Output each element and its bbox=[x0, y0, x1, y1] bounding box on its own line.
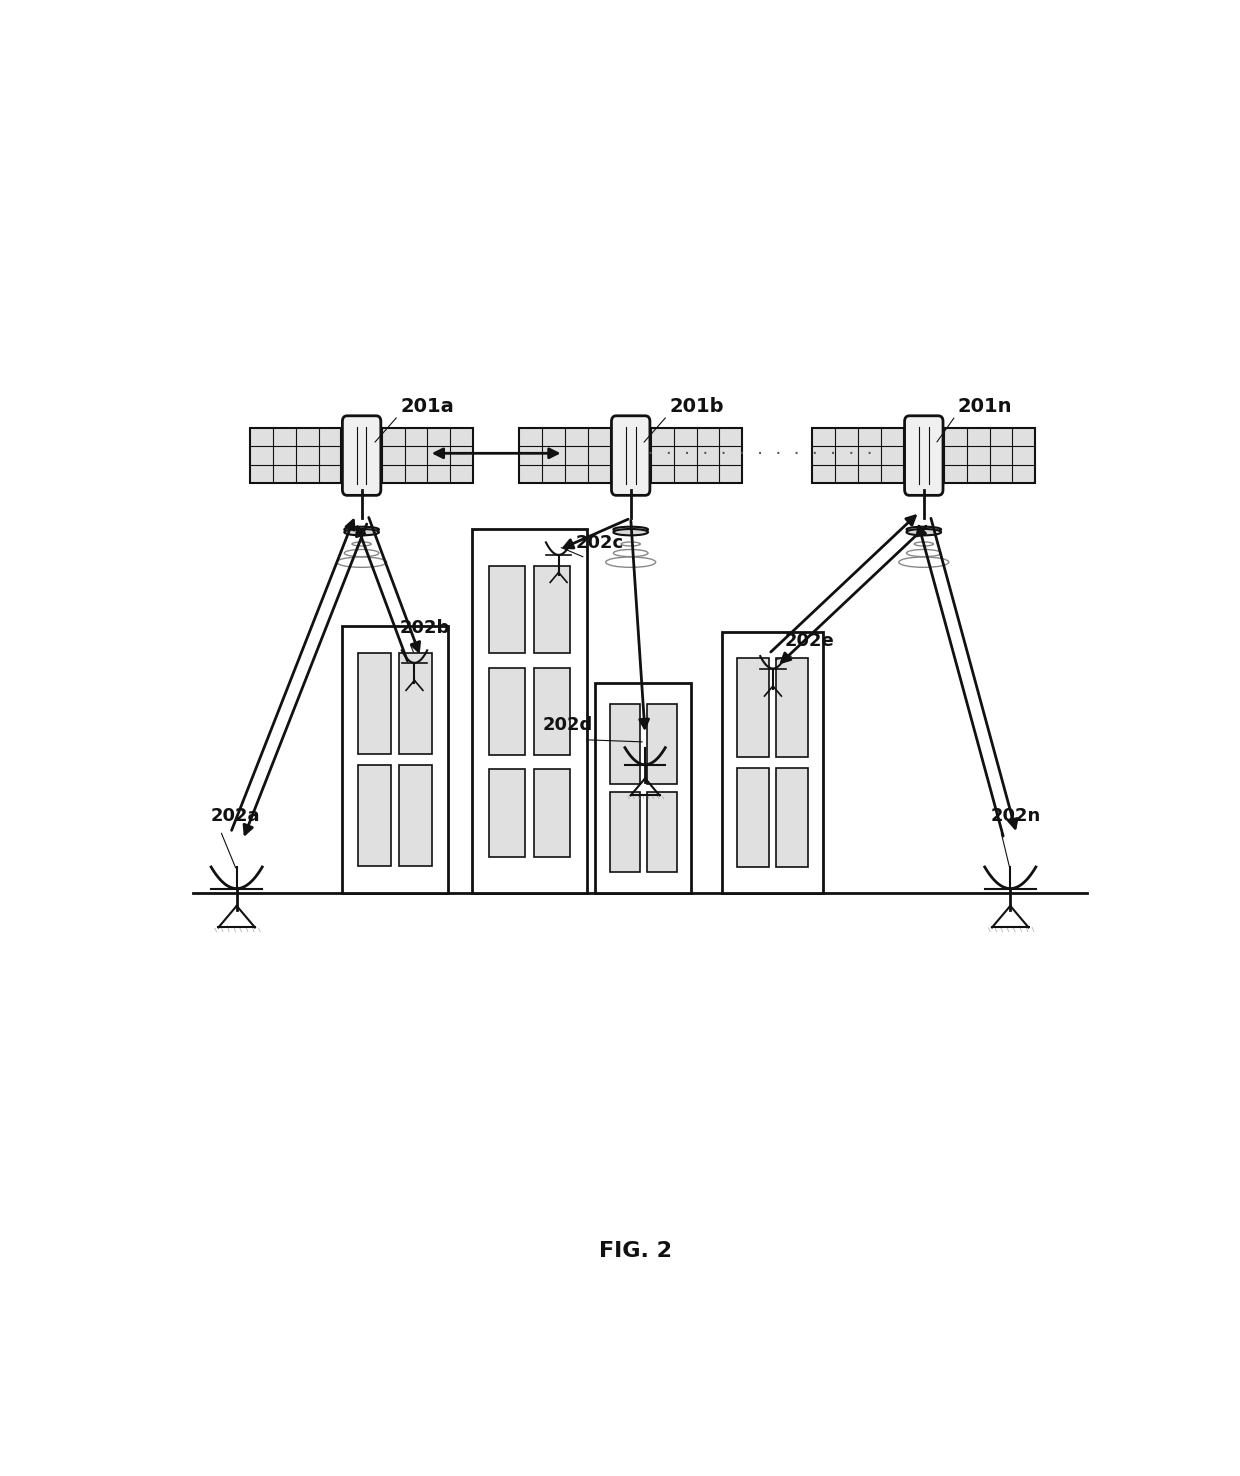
Ellipse shape bbox=[345, 528, 379, 536]
Ellipse shape bbox=[906, 528, 941, 536]
Bar bbox=[358, 652, 392, 754]
Bar bbox=[382, 428, 474, 483]
Ellipse shape bbox=[614, 527, 649, 533]
Bar bbox=[472, 530, 588, 893]
Bar bbox=[647, 793, 677, 872]
Bar bbox=[944, 428, 1035, 483]
Text: 202n: 202n bbox=[991, 807, 1042, 825]
Bar bbox=[490, 565, 526, 652]
Text: 202c: 202c bbox=[575, 534, 624, 552]
Bar bbox=[647, 704, 677, 784]
Text: 201a: 201a bbox=[401, 397, 454, 416]
Text: 201n: 201n bbox=[957, 397, 1012, 416]
Bar bbox=[399, 652, 433, 754]
Bar bbox=[490, 667, 526, 754]
Ellipse shape bbox=[906, 527, 941, 533]
FancyBboxPatch shape bbox=[342, 416, 381, 496]
Bar bbox=[534, 565, 570, 652]
Text: 202a: 202a bbox=[211, 807, 260, 825]
Bar bbox=[342, 626, 448, 893]
Ellipse shape bbox=[614, 528, 649, 536]
FancyBboxPatch shape bbox=[905, 416, 944, 496]
Bar bbox=[722, 632, 823, 893]
FancyBboxPatch shape bbox=[611, 416, 650, 496]
Text: FIG. 2: FIG. 2 bbox=[599, 1241, 672, 1261]
Bar bbox=[776, 768, 807, 866]
Bar bbox=[534, 769, 570, 856]
Bar bbox=[358, 765, 392, 866]
Bar bbox=[610, 704, 640, 784]
Ellipse shape bbox=[345, 527, 379, 533]
Bar bbox=[610, 793, 640, 872]
Bar bbox=[737, 768, 769, 866]
Text: 202d: 202d bbox=[543, 716, 593, 734]
Text: · · · · · · · · · · · · ·: · · · · · · · · · · · · · bbox=[646, 446, 874, 461]
Bar bbox=[534, 667, 570, 754]
Bar bbox=[595, 683, 691, 893]
Bar bbox=[490, 769, 526, 856]
Bar bbox=[812, 428, 904, 483]
Text: 202e: 202e bbox=[785, 632, 835, 649]
Text: 201b: 201b bbox=[670, 397, 724, 416]
Bar bbox=[250, 428, 341, 483]
Text: 202b: 202b bbox=[401, 620, 450, 638]
Bar bbox=[651, 428, 743, 483]
Bar bbox=[520, 428, 610, 483]
Bar bbox=[737, 658, 769, 757]
Bar bbox=[776, 658, 807, 757]
Bar bbox=[399, 765, 433, 866]
